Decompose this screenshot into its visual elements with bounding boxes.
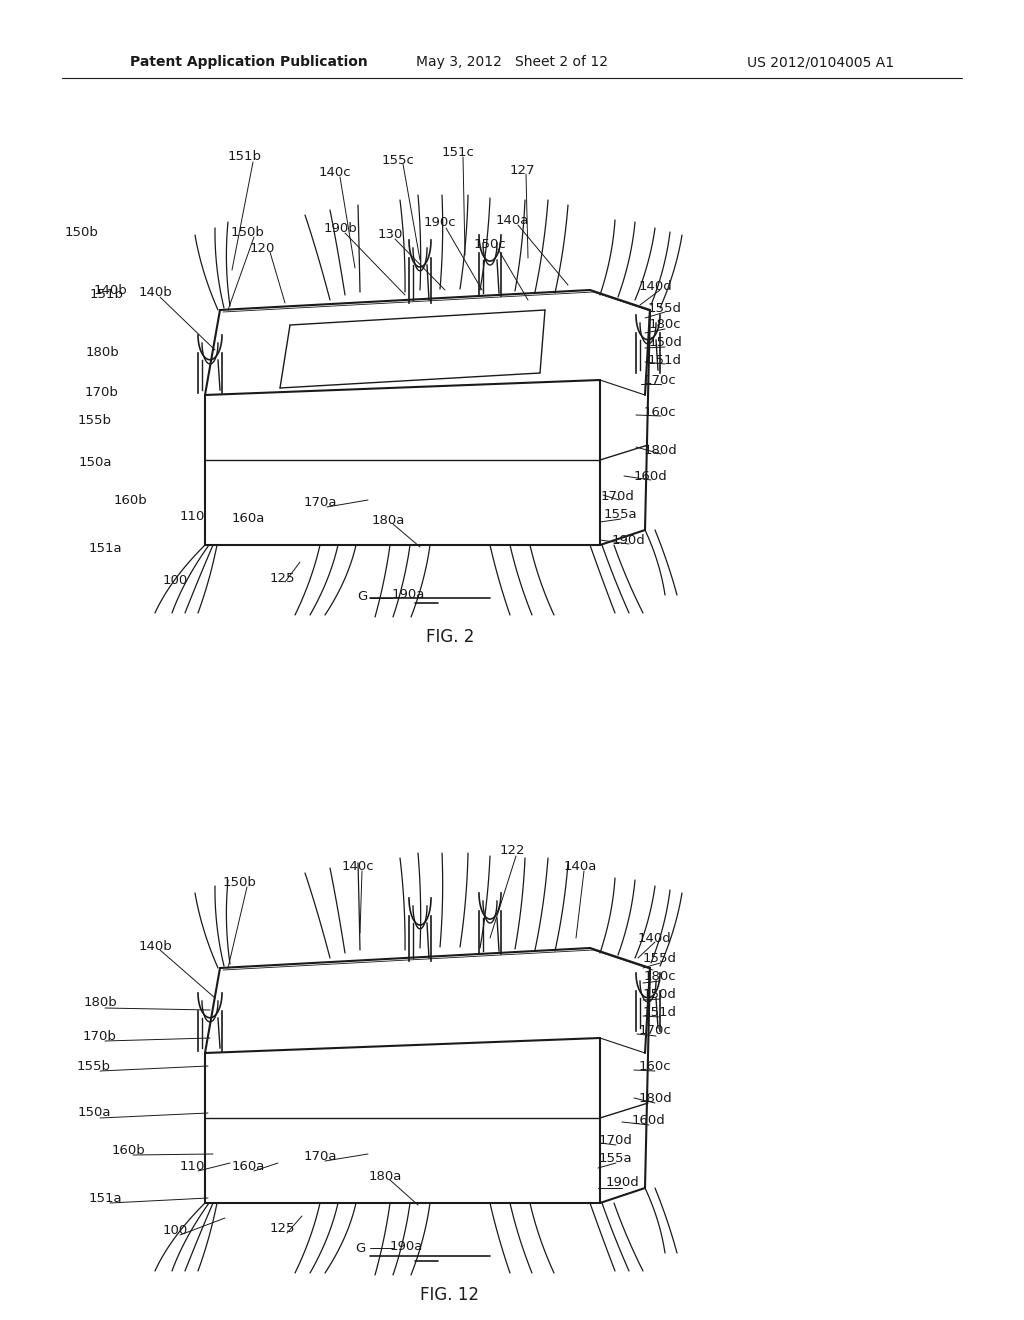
Text: 170b: 170b	[85, 387, 119, 400]
Text: 180d: 180d	[638, 1092, 672, 1105]
Text: 160b: 160b	[113, 494, 146, 507]
Text: 160c: 160c	[639, 1060, 672, 1072]
Text: 155a: 155a	[603, 508, 637, 521]
Text: 190d: 190d	[611, 533, 645, 546]
Text: 190c: 190c	[424, 216, 457, 230]
Text: 170d: 170d	[598, 1134, 632, 1147]
Text: 155c: 155c	[382, 153, 415, 166]
Text: 155b: 155b	[77, 1060, 111, 1072]
Text: 150d: 150d	[648, 337, 682, 350]
Text: 180b: 180b	[85, 346, 119, 359]
Text: 180a: 180a	[369, 1170, 401, 1183]
Text: 190b: 190b	[324, 222, 357, 235]
Text: 160c: 160c	[644, 405, 676, 418]
Text: 155b: 155b	[78, 413, 112, 426]
Text: FIG. 2: FIG. 2	[426, 628, 474, 645]
Text: 190a: 190a	[391, 589, 425, 602]
Text: 151a: 151a	[88, 541, 122, 554]
Text: 100: 100	[163, 1225, 187, 1238]
Text: 151b: 151b	[228, 150, 262, 164]
Text: G: G	[355, 1242, 366, 1254]
Text: 160a: 160a	[231, 511, 264, 524]
Text: 150b: 150b	[231, 227, 265, 239]
Text: 140c: 140c	[318, 165, 351, 178]
Text: 190a: 190a	[389, 1241, 423, 1254]
Text: 155a: 155a	[598, 1151, 632, 1164]
Text: 170a: 170a	[303, 496, 337, 510]
Text: 150a: 150a	[77, 1106, 111, 1119]
Text: 155d: 155d	[643, 952, 677, 965]
Text: G: G	[357, 590, 368, 602]
Text: 150b: 150b	[223, 876, 257, 890]
Text: FIG. 12: FIG. 12	[421, 1286, 479, 1304]
Text: 140d: 140d	[637, 932, 671, 945]
Text: 160a: 160a	[231, 1159, 264, 1172]
Text: 151d: 151d	[643, 1006, 677, 1019]
Text: May 3, 2012   Sheet 2 of 12: May 3, 2012 Sheet 2 of 12	[416, 55, 608, 69]
Text: 127: 127	[509, 164, 535, 177]
Text: 150a: 150a	[78, 455, 112, 469]
Text: 125: 125	[269, 572, 295, 585]
Text: 151d: 151d	[648, 354, 682, 367]
Text: 140b: 140b	[138, 285, 172, 298]
Text: 140d: 140d	[638, 280, 672, 293]
Text: 180b: 180b	[83, 997, 117, 1010]
Text: 130: 130	[377, 228, 402, 242]
Text: 140a: 140a	[563, 859, 597, 873]
Text: 170d: 170d	[601, 490, 635, 503]
Text: 160d: 160d	[633, 470, 667, 483]
Text: 140b: 140b	[138, 940, 172, 953]
Text: 125: 125	[269, 1221, 295, 1234]
Text: 190d: 190d	[605, 1176, 639, 1189]
Text: 170c: 170c	[639, 1024, 672, 1038]
Text: 110: 110	[179, 510, 205, 523]
Text: 160d: 160d	[631, 1114, 665, 1126]
Text: US 2012/0104005 A1: US 2012/0104005 A1	[746, 55, 894, 69]
Text: 180c: 180c	[648, 318, 681, 331]
Text: 110: 110	[179, 1159, 205, 1172]
Text: 140c: 140c	[342, 859, 375, 873]
Text: 160b: 160b	[112, 1143, 144, 1156]
Text: 155d: 155d	[648, 301, 682, 314]
Text: Patent Application Publication: Patent Application Publication	[130, 55, 368, 69]
Text: 100: 100	[163, 573, 187, 586]
Text: 170a: 170a	[303, 1150, 337, 1163]
Text: 150d: 150d	[643, 987, 677, 1001]
Text: 180c: 180c	[644, 969, 676, 982]
Text: 150b: 150b	[66, 227, 99, 239]
Text: 180a: 180a	[372, 513, 404, 527]
Text: 170c: 170c	[644, 374, 677, 387]
Text: 151c: 151c	[441, 147, 474, 160]
Text: 170b: 170b	[83, 1030, 117, 1043]
Text: 180d: 180d	[643, 444, 677, 457]
Text: 140b: 140b	[93, 284, 127, 297]
Text: 120: 120	[249, 242, 274, 255]
Text: 150c: 150c	[474, 238, 507, 251]
Text: 122: 122	[500, 845, 524, 858]
Text: 140a: 140a	[496, 214, 528, 227]
Text: 151b: 151b	[90, 289, 124, 301]
Text: 151a: 151a	[88, 1192, 122, 1204]
